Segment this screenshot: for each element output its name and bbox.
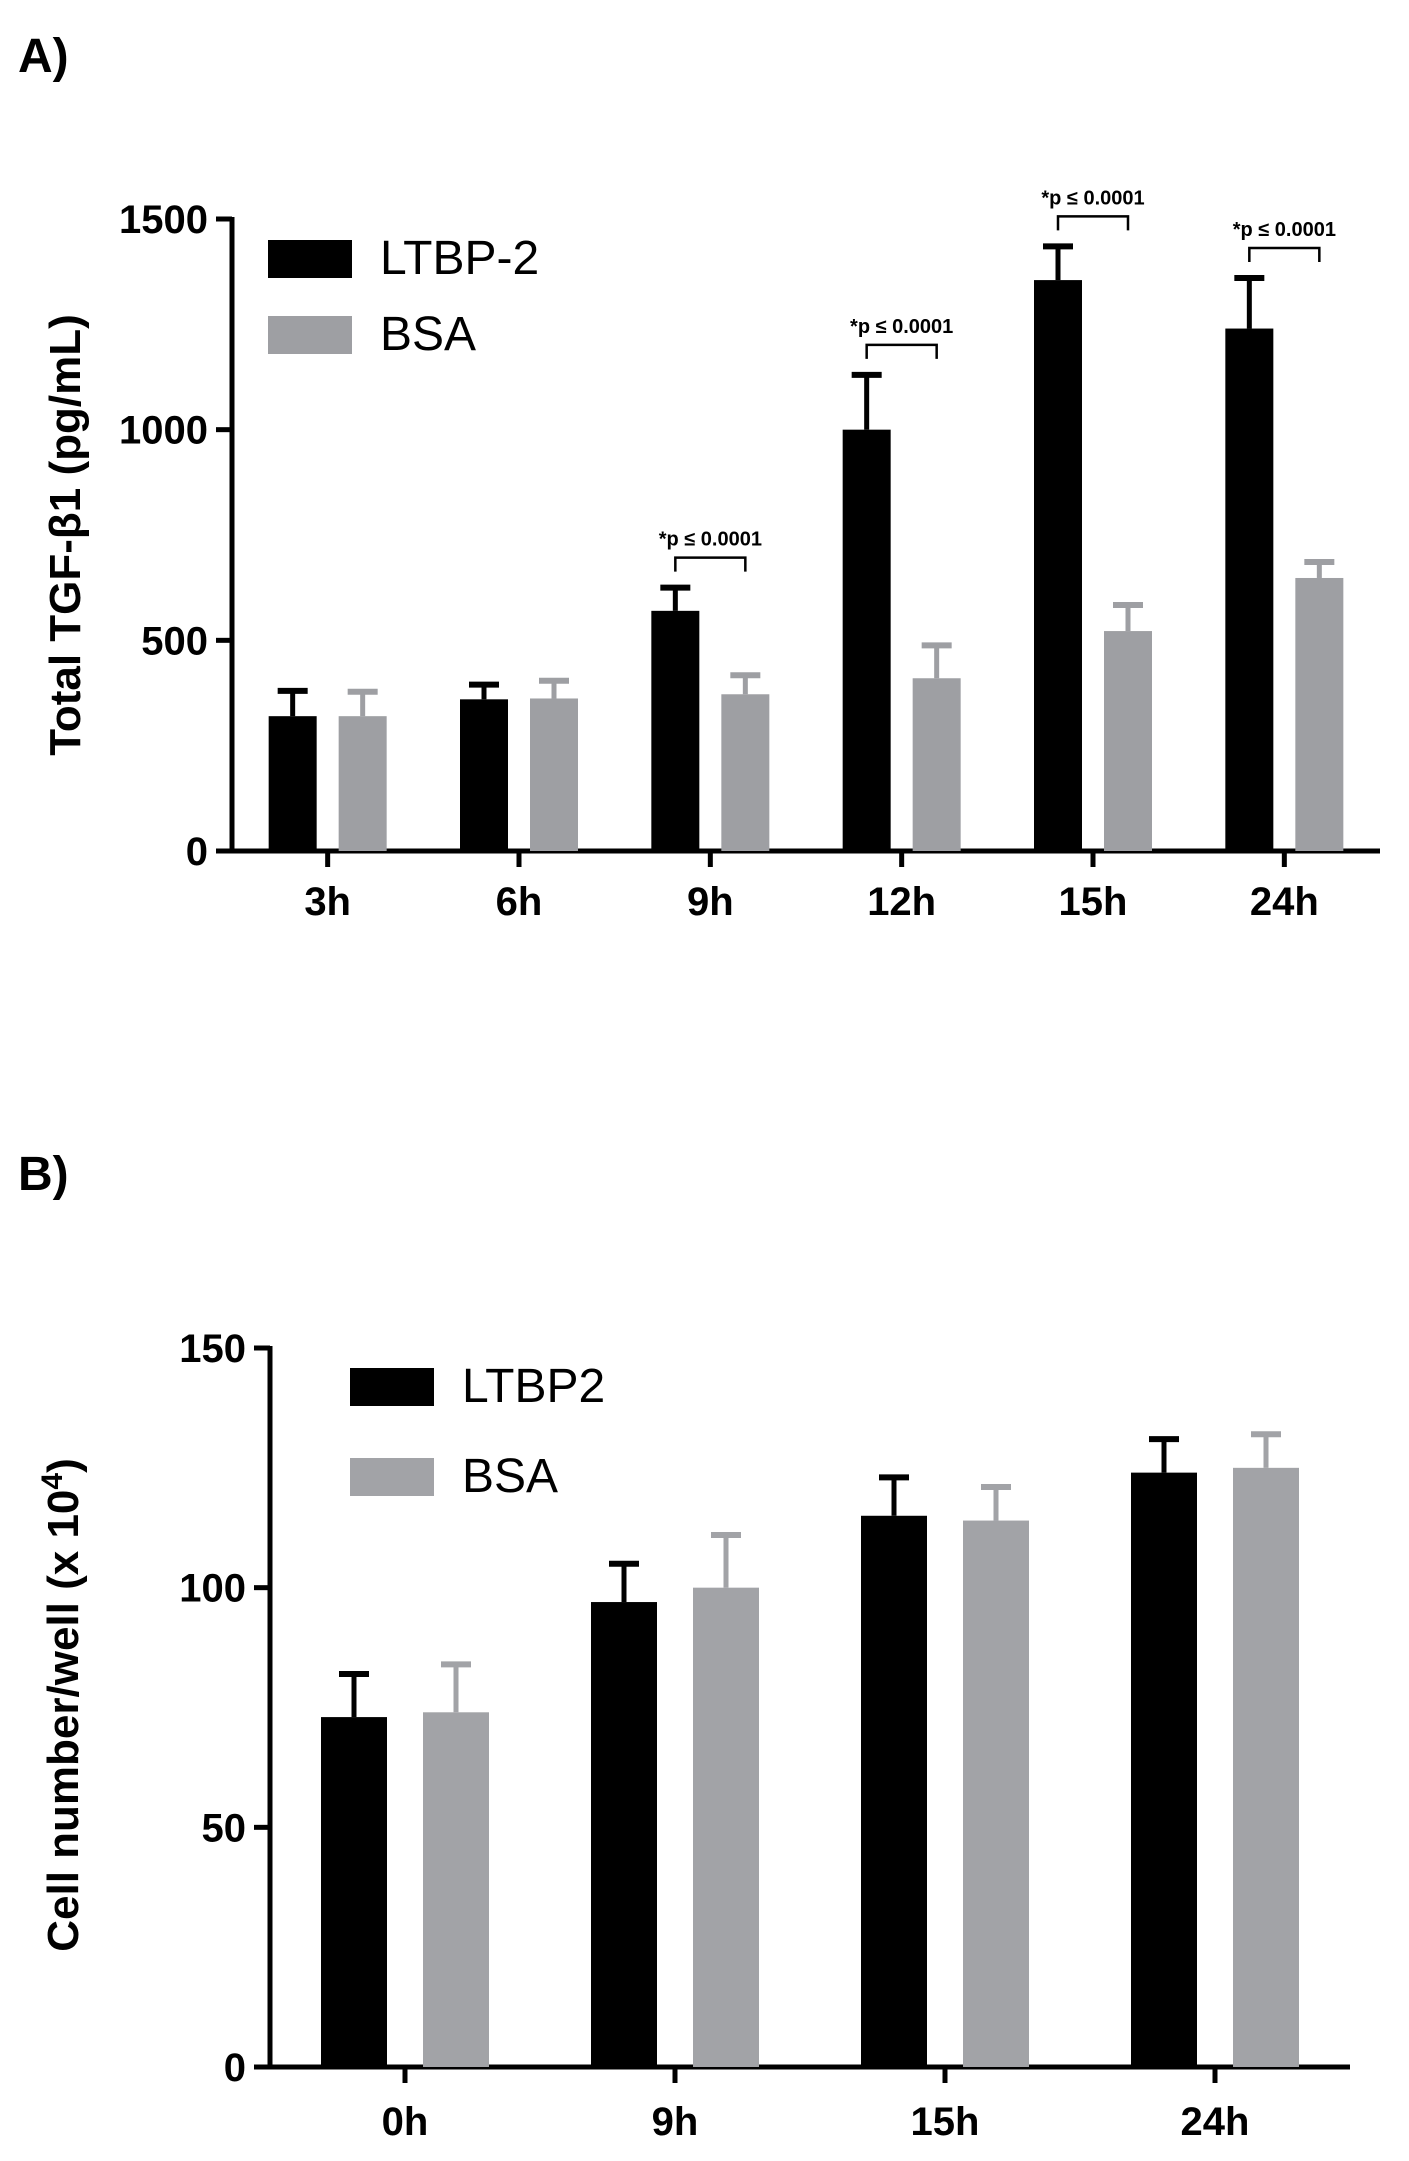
bar-series1 bbox=[1131, 1472, 1197, 2067]
bar-series2 bbox=[423, 1712, 489, 2067]
y-tick-label: 1500 bbox=[119, 198, 208, 242]
y-tick-label: 1000 bbox=[119, 409, 208, 453]
bar-series2 bbox=[530, 698, 578, 851]
y-tick-label: 100 bbox=[179, 1567, 246, 1611]
bar-series1 bbox=[591, 1602, 657, 2067]
legend-label: BSA bbox=[462, 1450, 558, 1503]
x-tick-label: 24h bbox=[1181, 2100, 1250, 2144]
y-axis-title-b-end: ) bbox=[39, 1458, 88, 1473]
y-tick-label: 500 bbox=[141, 619, 208, 663]
bar-series1 bbox=[861, 1515, 927, 2067]
bar-series2 bbox=[693, 1587, 759, 2067]
chart-b: 0 50 100 150 0h 9h 15h 24h LTBP2 BSA bbox=[179, 1327, 1350, 2144]
legend-swatch bbox=[350, 1458, 434, 1496]
y-axis-title-b: Cell number/well (x 104) bbox=[36, 1458, 88, 1952]
legend-swatch bbox=[268, 316, 352, 354]
bar-series2 bbox=[721, 694, 770, 851]
bar-series1 bbox=[651, 610, 700, 851]
bar-series2 bbox=[1295, 577, 1344, 851]
x-tick-label: 3h bbox=[304, 880, 351, 924]
bar-series2 bbox=[338, 716, 387, 851]
y-axis-title-a: Total TGF-β1 (pg/mL) bbox=[41, 314, 90, 756]
significance-bracket bbox=[1056, 215, 1130, 231]
y-tick-label: 0 bbox=[186, 830, 208, 874]
bar-series2 bbox=[963, 1520, 1029, 2067]
y-tick-label: 150 bbox=[179, 1327, 246, 1371]
panel-b-label: B) bbox=[18, 1148, 69, 1201]
y-axis-title-b-superscript: 4 bbox=[36, 1473, 69, 1490]
significance-bracket bbox=[674, 556, 747, 572]
x-tick-label: 12h bbox=[867, 880, 936, 924]
bar-series1 bbox=[321, 1717, 387, 2067]
bar-series1 bbox=[268, 716, 317, 851]
legend-swatch bbox=[268, 240, 352, 278]
chart-a: 0 500 1000 1500 3h 6h 9h 12h 15h 24h LTBP-2 BSA *p ≤… bbox=[119, 187, 1380, 924]
bar-series1 bbox=[1225, 328, 1274, 852]
panel-a-label: A) bbox=[18, 30, 69, 83]
x-tick-label: 0h bbox=[382, 2100, 429, 2144]
bar-series1 bbox=[1034, 280, 1082, 851]
legend-label: LTBP-2 bbox=[380, 232, 539, 285]
significance-label: *p ≤ 0.0001 bbox=[850, 316, 953, 338]
significance-label: *p ≤ 0.0001 bbox=[1041, 187, 1144, 209]
significance-label: *p ≤ 0.0001 bbox=[1233, 219, 1336, 241]
bar-series1 bbox=[842, 429, 891, 851]
x-tick-label: 15h bbox=[911, 2100, 980, 2144]
significance-label: *p ≤ 0.0001 bbox=[659, 529, 762, 551]
significance-bracket bbox=[865, 343, 938, 359]
legend-label: LTBP2 bbox=[462, 1360, 605, 1413]
bar-series2 bbox=[1104, 631, 1152, 851]
x-tick-label: 9h bbox=[687, 880, 734, 924]
bar-series2 bbox=[912, 678, 961, 851]
bar-series2 bbox=[1233, 1467, 1299, 2067]
legend-label: BSA bbox=[380, 308, 476, 361]
x-tick-label: 24h bbox=[1250, 880, 1319, 924]
y-axis-title-b-main: Cell number/well (x 10 bbox=[39, 1490, 88, 1952]
bar-series1 bbox=[460, 699, 508, 851]
legend-swatch bbox=[350, 1368, 434, 1406]
x-tick-label: 9h bbox=[652, 2100, 699, 2144]
y-tick-label: 50 bbox=[202, 1806, 247, 1850]
significance-bracket bbox=[1248, 246, 1321, 262]
x-tick-label: 15h bbox=[1059, 880, 1128, 924]
x-tick-label: 6h bbox=[496, 880, 543, 924]
y-tick-label: 0 bbox=[224, 2046, 246, 2090]
